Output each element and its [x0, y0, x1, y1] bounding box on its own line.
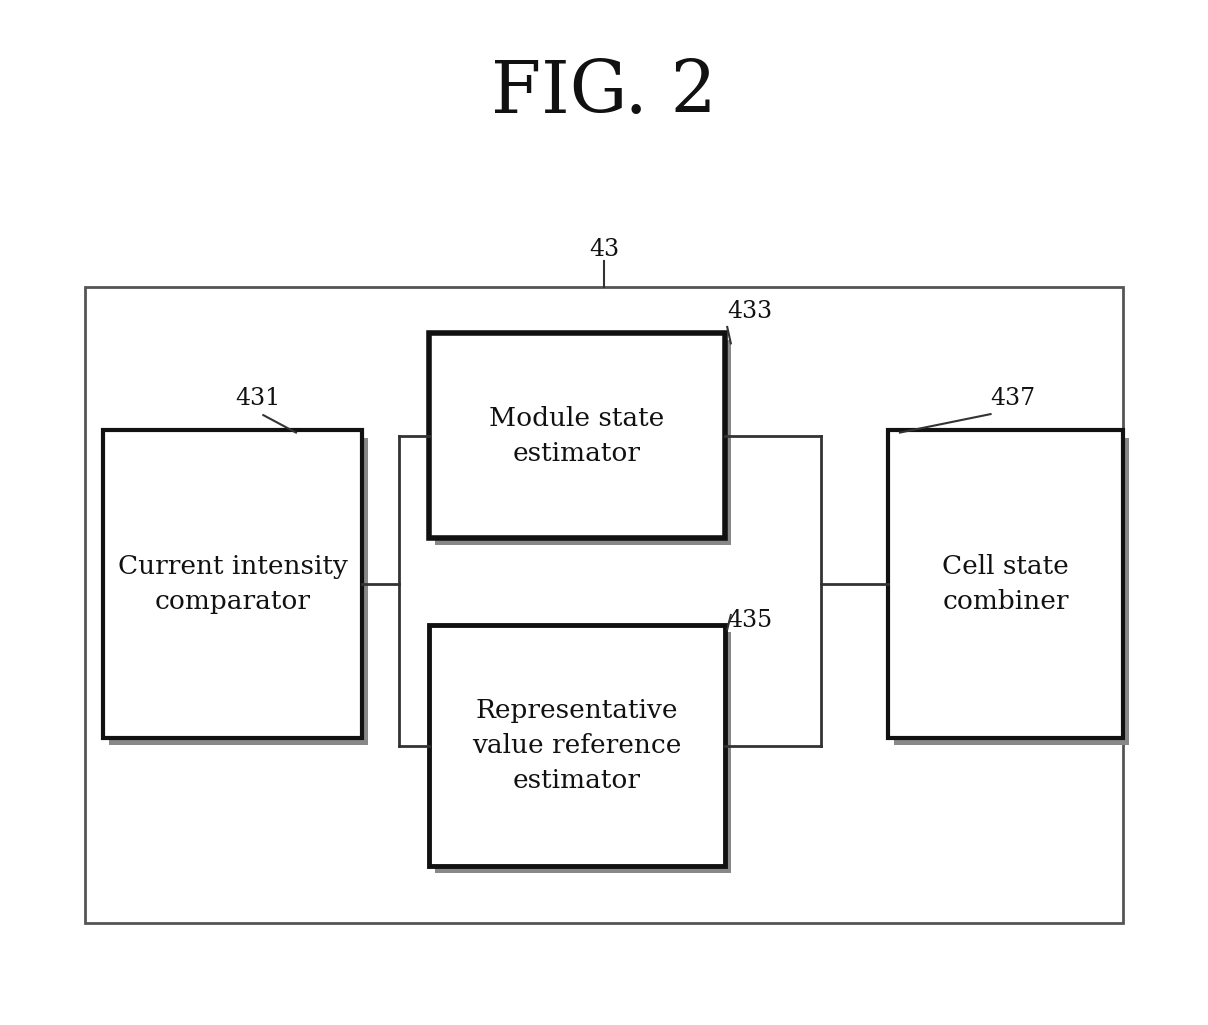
Text: Module state
estimator: Module state estimator — [489, 406, 664, 465]
Text: FIG. 2: FIG. 2 — [492, 57, 716, 127]
Bar — [435, 632, 731, 873]
Text: 433: 433 — [727, 300, 772, 323]
Text: Current intensity
comparator: Current intensity comparator — [117, 555, 348, 614]
Bar — [85, 287, 1123, 922]
Bar — [429, 625, 725, 866]
Bar — [429, 333, 725, 538]
Text: Cell state
combiner: Cell state combiner — [942, 555, 1069, 614]
Bar — [435, 340, 731, 545]
Text: 431: 431 — [236, 387, 280, 410]
Text: 435: 435 — [727, 610, 772, 632]
Text: Representative
value reference
estimator: Representative value reference estimator — [472, 698, 681, 793]
Text: 437: 437 — [991, 387, 1035, 410]
Bar — [888, 430, 1123, 738]
Text: 43: 43 — [590, 239, 618, 261]
Bar — [103, 430, 362, 738]
Bar — [894, 438, 1129, 745]
Bar — [109, 438, 368, 745]
